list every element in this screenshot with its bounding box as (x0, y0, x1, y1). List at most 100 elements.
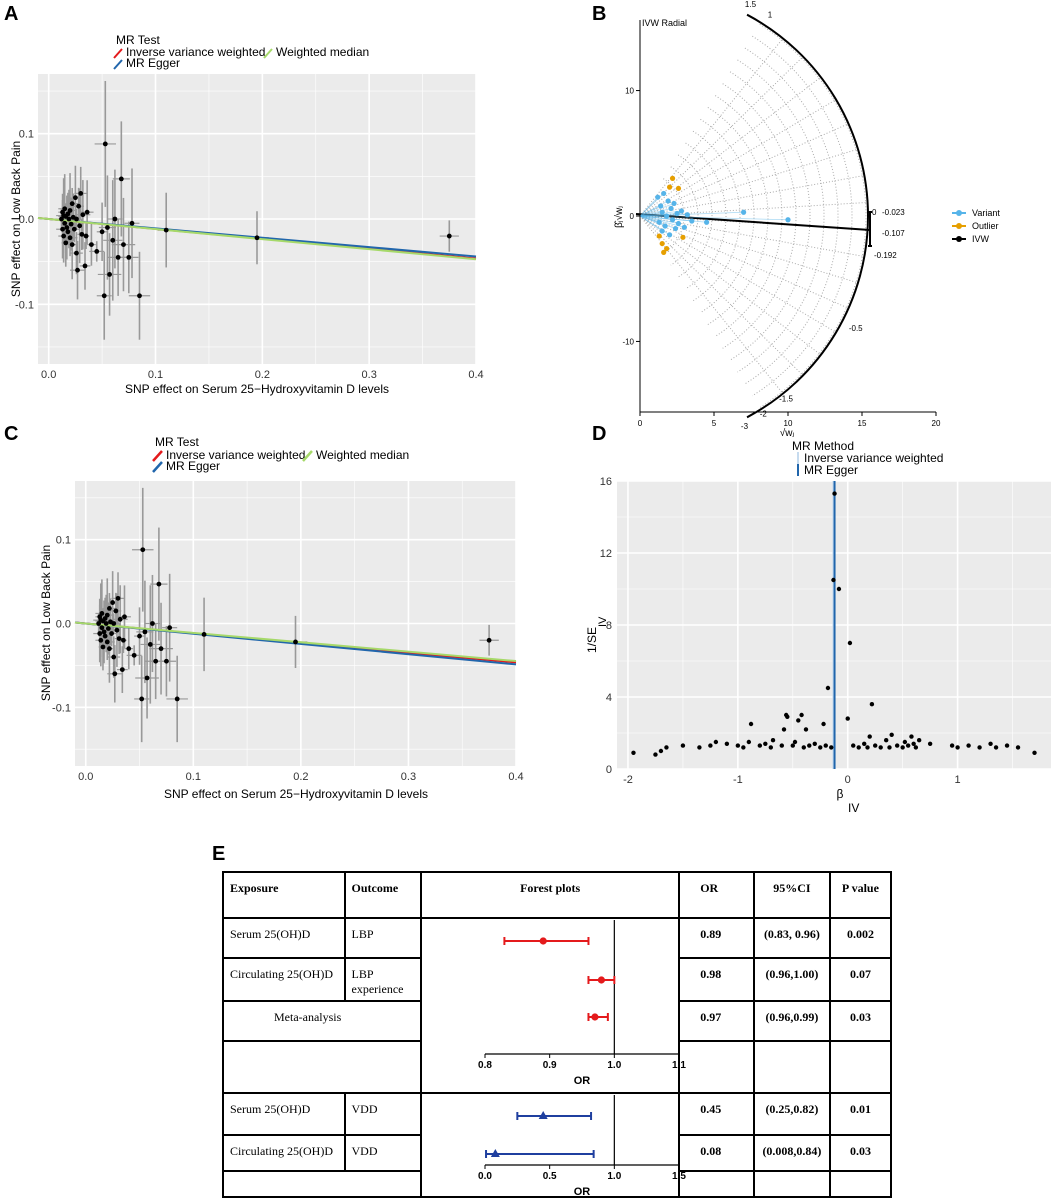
c-snp-point (99, 611, 105, 616)
d-snp-point (894, 743, 900, 748)
b-fan-ray (639, 215, 837, 333)
b-arc-label: -3 (741, 422, 749, 431)
header-or: OR (678, 871, 756, 919)
b-variant-point (741, 209, 747, 215)
cell-ci: (0.96,1.00) (753, 957, 831, 1002)
d-snp-point (831, 577, 836, 583)
cell-or: 0.08 (678, 1134, 756, 1172)
b-arc-label: -0.107 (882, 229, 905, 238)
c-y-tick-label: 0.1 (56, 535, 71, 547)
b-variant-ray (639, 193, 664, 217)
d-snp-point (911, 741, 916, 746)
b-x-tick-label: 15 (858, 419, 867, 428)
forest-x-axis-label: OR (574, 1186, 591, 1197)
c-snp-point (119, 667, 125, 673)
d-snp-point (748, 721, 754, 727)
b-variant-point (704, 219, 710, 225)
cell-p (828, 1170, 893, 1198)
d-y-tick-label: 0 (606, 764, 612, 776)
a-snp-point (163, 227, 169, 233)
d-snp-point (823, 743, 828, 748)
a-snp-point (67, 235, 73, 241)
c-x-tick-label: 0.1 (186, 771, 201, 783)
b-fan-ray (639, 215, 804, 376)
b-fan-arc (714, 95, 783, 337)
legend-d-title: MR Method (792, 439, 854, 453)
b-variant-point (684, 212, 690, 218)
d-snp-point (801, 745, 806, 750)
panel-label-e: E (212, 843, 225, 865)
b-variant-point (671, 200, 677, 207)
b-outlier-point (667, 184, 673, 190)
b-variant-point (678, 208, 685, 214)
c-snp-point (99, 625, 105, 631)
legend-c-ivw-swatch (152, 450, 163, 462)
table-row: Serum 25(OH)D LBP 0.89 (0.83, 0.96) 0.00… (222, 917, 893, 1094)
a-snp-point (60, 226, 65, 232)
d-snp-point (829, 745, 834, 750)
b-outlier-point (656, 233, 662, 239)
d-snp-point (803, 727, 809, 732)
c-snp-point (97, 631, 103, 636)
d-snp-point (770, 738, 776, 743)
c-snp-point (104, 612, 110, 618)
a-snp-point (69, 242, 75, 247)
legend-a-title: MR Test (116, 33, 160, 47)
d-snp-point (862, 741, 867, 746)
forest-x-axis-label: OR (574, 1075, 591, 1087)
a-snp-point (137, 293, 142, 299)
a-snp-point (82, 263, 88, 269)
d-snp-point (1032, 750, 1037, 755)
a-snp-point (68, 221, 74, 227)
cell-outcome: VDD (343, 1134, 423, 1172)
c-y-tick-label: -0.1 (52, 702, 71, 714)
d-snp-point (993, 745, 999, 750)
c-y-tick-label: 0.0 (56, 619, 71, 631)
b-outlier-point (675, 185, 682, 192)
a-snp-point (61, 233, 67, 239)
c-snp-point (116, 636, 122, 641)
b-variant-ray (639, 215, 707, 223)
cell-or: 0.98 (678, 957, 756, 1002)
d-snp-point (977, 745, 982, 750)
c-snp-point (109, 631, 114, 636)
b-fan-arc (685, 142, 727, 290)
panel-label-c: C (4, 423, 18, 445)
panel-a-scatter: MR Test Inverse variance weighted MR Egg… (9, 33, 484, 396)
d-y-tick-label: 16 (600, 476, 612, 488)
d-snp-point (905, 743, 911, 748)
b-y-tick-label: 0 (630, 212, 635, 221)
header-ci: 95%CI (753, 871, 831, 919)
table-row: Circulating 25(OH)D LBP experience 0.98 … (222, 957, 893, 1002)
forest-x-tick-label: 0.9 (543, 1060, 557, 1071)
legend-c-median-swatch (302, 450, 313, 462)
b-variant-point (655, 194, 661, 200)
a-snp-point (74, 250, 79, 256)
a-snp-point (74, 216, 79, 222)
cell-exposure: Meta-analysis (221, 1000, 423, 1042)
b-fan-arc (737, 59, 825, 373)
c-snp-point (126, 646, 132, 652)
b-fan-arc (677, 154, 713, 278)
forest-point-estimate (597, 976, 605, 984)
y-axis-label-d: 1/SE (585, 627, 599, 653)
a-snp-point (77, 223, 83, 229)
a-snp-point (115, 254, 121, 260)
c-snp-point (114, 627, 120, 633)
a-snp-point (71, 226, 77, 232)
c-x-tick-label: 0.2 (293, 771, 308, 783)
panel-c-scatter: MR Test Inverse variance weighted MR Egg… (39, 435, 524, 801)
d-snp-point (832, 491, 837, 496)
legend-b-outlier-label: Outlier (972, 221, 999, 231)
c-snp-point (150, 621, 155, 626)
b-variant-ray (639, 215, 685, 228)
a-snp-point (121, 242, 126, 247)
legend-a-egger-swatch (113, 59, 123, 70)
d-y-tick-label: 4 (606, 692, 612, 704)
d-y-tick-label: 12 (600, 548, 612, 560)
a-snp-point (446, 233, 452, 239)
forest-point-estimate (538, 1111, 548, 1119)
cell-outcome: LBP experience (343, 957, 423, 1002)
